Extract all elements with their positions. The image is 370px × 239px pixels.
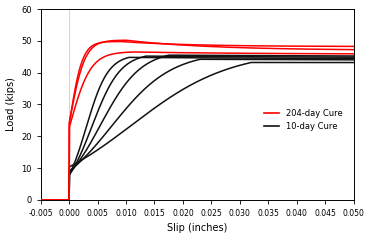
Legend: 204-day Cure, 10-day Cure: 204-day Cure, 10-day Cure (261, 105, 346, 134)
Y-axis label: Load (kips): Load (kips) (6, 77, 16, 131)
X-axis label: Slip (inches): Slip (inches) (167, 223, 227, 234)
